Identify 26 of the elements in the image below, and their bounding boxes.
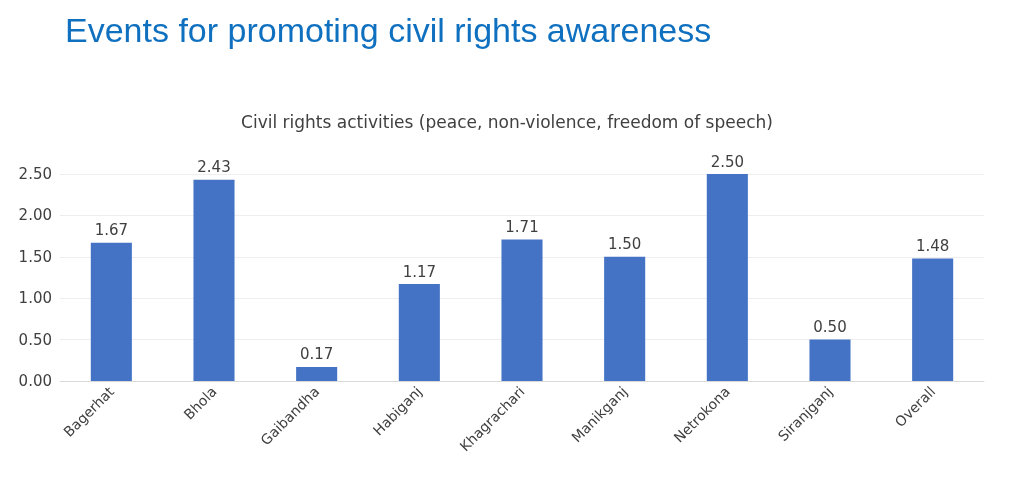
bar <box>706 174 748 381</box>
y-tick-label: 2.50 <box>18 165 52 183</box>
bar <box>501 239 543 381</box>
data-label: 1.71 <box>505 217 539 236</box>
bar <box>912 258 954 381</box>
y-tick-label: 1.00 <box>18 289 52 308</box>
data-label: 1.67 <box>94 221 129 240</box>
data-label: 0.50 <box>813 318 847 337</box>
bar <box>809 339 851 381</box>
bar <box>604 256 646 381</box>
y-tick-label: 0.50 <box>18 330 52 349</box>
bar <box>193 179 235 381</box>
y-tick-label: 2.00 <box>18 206 52 225</box>
data-label: 0.17 <box>299 345 334 364</box>
chart-subtitle: Civil rights activities (peace, non-violence, freedom of speech) <box>241 111 773 132</box>
chart-title: Events for promoting civil rights awareness <box>65 11 712 49</box>
bar <box>296 366 338 381</box>
data-label: 2.50 <box>710 152 745 171</box>
y-tick-label: 1.50 <box>18 247 52 266</box>
bar <box>90 242 132 381</box>
bar <box>398 284 440 381</box>
data-label: 1.50 <box>607 235 642 254</box>
data-label: 2.43 <box>197 158 231 177</box>
y-tick-label: 0.00 <box>18 372 52 390</box>
data-label: 1.17 <box>402 262 437 281</box>
data-label: 1.48 <box>915 236 950 255</box>
